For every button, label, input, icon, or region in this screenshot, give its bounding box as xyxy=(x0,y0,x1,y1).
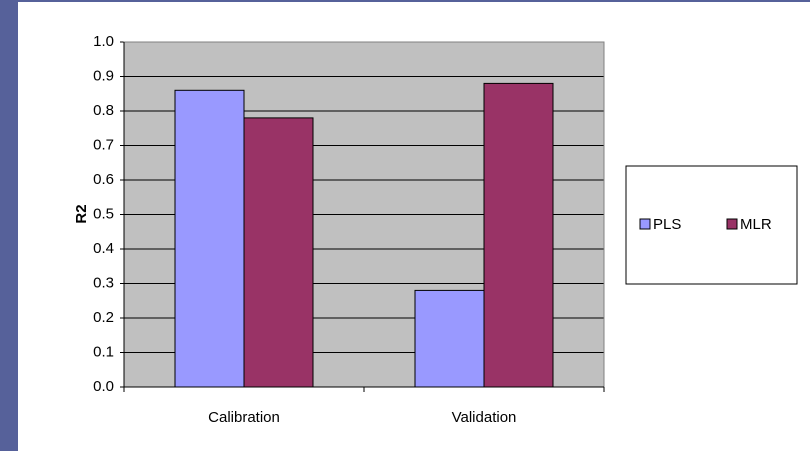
legend-label: PLS xyxy=(653,216,681,233)
y-tick-label: 1.0 xyxy=(93,33,114,50)
y-tick-label: 0.5 xyxy=(93,205,114,222)
y-axis-label: R2 xyxy=(73,204,90,223)
y-tick-label: 0.3 xyxy=(93,274,114,291)
y-tick-label: 0.2 xyxy=(93,309,114,326)
y-tick-label: 0.9 xyxy=(93,67,114,84)
legend xyxy=(625,165,798,285)
x-tick-label: Calibration xyxy=(208,409,280,426)
y-tick-label: 0.4 xyxy=(93,240,114,257)
y-tick-label: 0.0 xyxy=(93,378,114,395)
bar xyxy=(243,117,314,388)
bar xyxy=(483,82,554,388)
bar xyxy=(414,289,485,388)
bar xyxy=(174,89,245,388)
y-tick-label: 0.6 xyxy=(93,171,114,188)
y-tick-label: 0.8 xyxy=(93,102,114,119)
y-tick-label: 0.7 xyxy=(93,136,114,153)
legend-label: MLR xyxy=(740,216,772,233)
x-tick-label: Validation xyxy=(452,409,517,426)
legend-swatch xyxy=(726,218,738,230)
y-tick-label: 0.1 xyxy=(93,343,114,360)
legend-swatch xyxy=(639,218,651,230)
